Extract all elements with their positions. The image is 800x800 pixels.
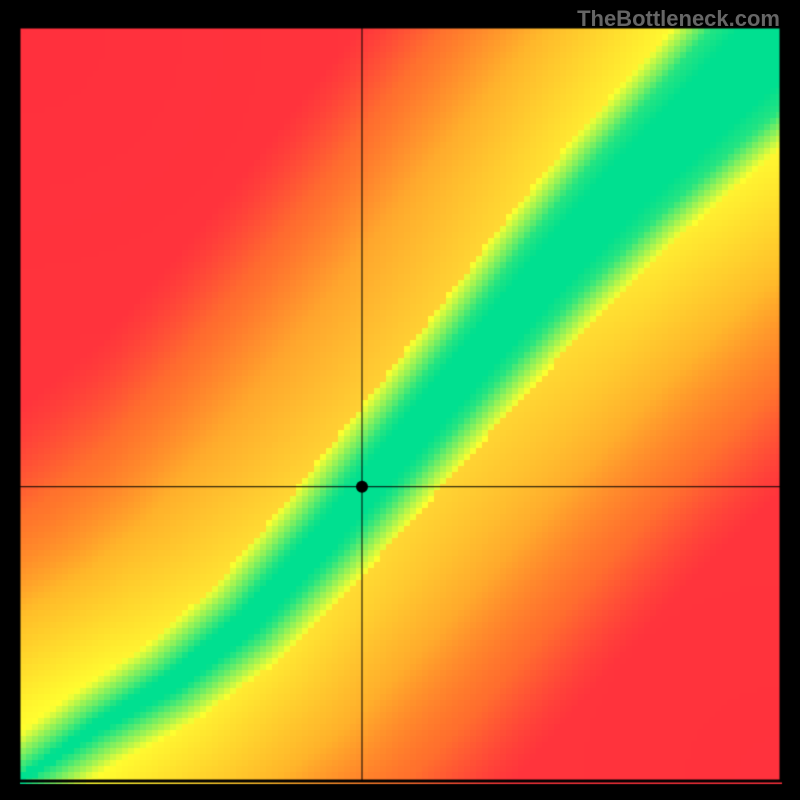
bottleneck-heatmap-canvas xyxy=(0,0,800,800)
watermark-text: TheBottleneck.com xyxy=(577,6,780,32)
chart-container: TheBottleneck.com xyxy=(0,0,800,800)
